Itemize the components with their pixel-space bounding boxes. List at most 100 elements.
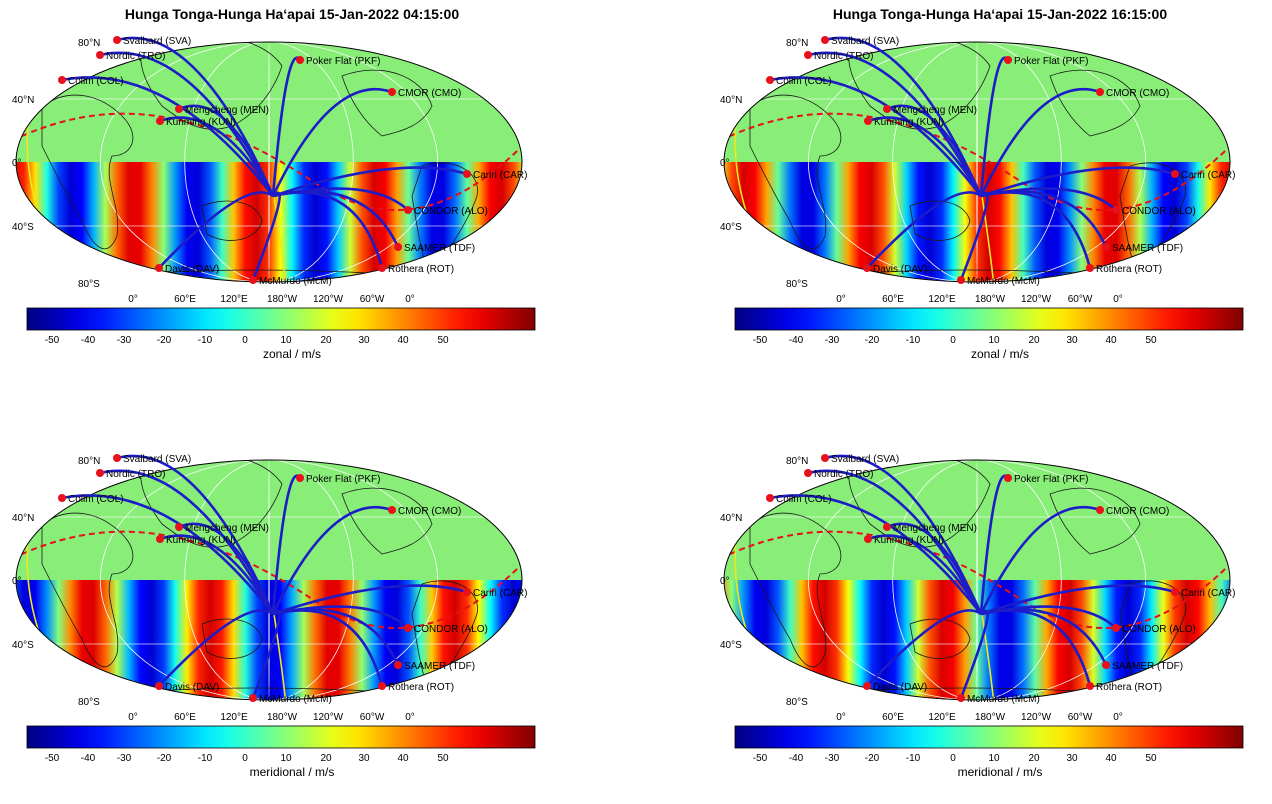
station-marker	[463, 170, 471, 178]
colorbar-tick-label: 10	[988, 753, 1000, 764]
station-label: Collm (COL)	[68, 494, 124, 505]
propagation-path	[980, 191, 1092, 269]
colorbar-tick-label: 10	[280, 753, 292, 764]
lon-label: 180°W	[267, 712, 298, 723]
colorbar-label: meridional / m/s	[249, 765, 335, 779]
station-marker	[1171, 588, 1179, 596]
lat-label: 80°N	[786, 456, 808, 467]
lat-label: 0°	[720, 158, 730, 169]
propagation-path	[61, 76, 275, 197]
station-marker	[388, 88, 396, 96]
propagation-path	[99, 51, 275, 197]
terminator-line	[21, 112, 522, 211]
station-label: Kunming (KUN)	[166, 535, 236, 546]
lon-label: 60°E	[174, 712, 196, 723]
colorbar-tick-label: -50	[753, 753, 768, 764]
station-label: Davis (DAV)	[873, 682, 927, 693]
station-marker	[113, 454, 121, 462]
colorbar-tick-label: -10	[906, 335, 921, 346]
station-label: Mengcheng (MEN)	[185, 523, 269, 534]
colorbar-tick-label: -10	[198, 335, 213, 346]
propagation-path	[769, 494, 983, 615]
station-marker	[58, 76, 66, 84]
station-label: Cariri (CAR)	[1181, 170, 1235, 181]
colorbar-tick-label: -20	[157, 753, 172, 764]
colorbar-tick-label: -10	[906, 753, 921, 764]
station-label: CMOR (CMO)	[1106, 88, 1169, 99]
colorbar-tick-label: 30	[358, 753, 370, 764]
propagation-path	[886, 522, 983, 615]
colorbar-tick-label: 40	[1105, 753, 1117, 764]
coastline	[848, 42, 991, 130]
propagation-path	[178, 522, 275, 615]
station-marker	[175, 523, 183, 531]
colorbar-tick-label: 50	[1145, 335, 1157, 346]
colorbar-tick-label: 40	[397, 753, 409, 764]
colorbar-tick-label: 50	[437, 335, 449, 346]
station-marker	[249, 694, 257, 702]
lon-label: 120°W	[313, 294, 344, 305]
coastline	[909, 618, 971, 659]
colorbar-tick-label: 20	[320, 335, 332, 346]
propagation-path	[158, 191, 274, 269]
station-label: McMurdo (McM)	[967, 694, 1040, 705]
station-label: Mengcheng (MEN)	[893, 105, 977, 116]
station-marker	[155, 264, 163, 272]
colorbar-tick-label: -40	[789, 335, 804, 346]
lon-label: 60°W	[360, 294, 385, 305]
coastline	[848, 460, 991, 548]
station-marker	[113, 36, 121, 44]
station-marker	[96, 469, 104, 477]
lat-label: 80°N	[786, 38, 808, 49]
coastline	[749, 512, 842, 668]
propagation-path	[159, 534, 275, 615]
propagation-path	[807, 469, 983, 615]
map-body	[16, 460, 522, 700]
colorbar-tick-label: 30	[1066, 335, 1078, 346]
station-marker	[394, 661, 402, 669]
propagation-path	[99, 469, 275, 615]
station-label: Poker Flat (PKF)	[306, 474, 380, 485]
colorbar-tick-label: -40	[81, 335, 96, 346]
station-label: SAAMER (TDF)	[404, 661, 475, 672]
propagation-path	[866, 191, 982, 269]
lat-label: 0°	[12, 158, 22, 169]
station-label: CONDOR (ALO)	[1122, 624, 1196, 635]
station-marker	[864, 535, 872, 543]
colorbar-tick-label: 30	[1066, 753, 1078, 764]
lon-label: 60°E	[882, 294, 904, 305]
station-label: CONDOR (ALO)	[414, 624, 488, 635]
colorbar-tick-label: 0	[950, 753, 956, 764]
terminator-line	[21, 530, 522, 629]
map-svg: Svalbard (SVA) Nordic (TRO) Collm (COL) Pok…	[12, 36, 536, 346]
colorbar-tick-label: -40	[81, 753, 96, 764]
station-label: Nordic (TRO)	[814, 469, 873, 480]
station-label: Poker Flat (PKF)	[1014, 56, 1088, 67]
station-marker	[96, 51, 104, 59]
colorbar-tick-label: 50	[437, 753, 449, 764]
station-marker	[388, 506, 396, 514]
lon-label: 120°E	[220, 712, 248, 723]
graticule-meridian	[892, 460, 1062, 700]
propagation-path	[980, 584, 1176, 616]
station-label: Rothera (ROT)	[1096, 264, 1162, 275]
station-marker	[175, 105, 183, 113]
map-outline	[15, 459, 523, 701]
colorbar-tick-label: -50	[45, 335, 60, 346]
propagation-path	[867, 116, 983, 197]
station-label: Davis (DAV)	[873, 264, 927, 275]
station-label: Svalbard (SVA)	[123, 454, 191, 465]
station-marker	[821, 36, 829, 44]
graticule-meridian	[807, 42, 1147, 282]
colorbar	[26, 725, 536, 749]
station-marker	[863, 682, 871, 690]
station-label: Poker Flat (PKF)	[1014, 474, 1088, 485]
graticule-meridian	[268, 42, 270, 282]
station-marker	[1112, 624, 1120, 632]
colorbar-label: zonal / m/s	[970, 347, 1030, 361]
map-outline	[723, 459, 1231, 701]
colorbar-tick-label: 20	[320, 753, 332, 764]
lon-label: 60°E	[882, 712, 904, 723]
station-marker	[378, 264, 386, 272]
station-label: Kunming (KUN)	[874, 117, 944, 128]
